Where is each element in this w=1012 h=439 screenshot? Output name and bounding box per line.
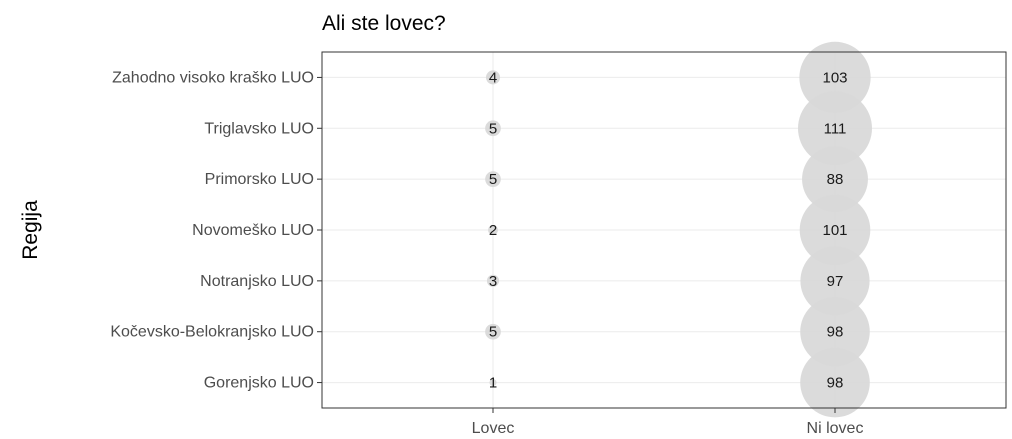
data-point [485,120,501,137]
panel-border [321,51,1007,409]
data-point [800,347,870,418]
y-tick-label: Primorsko LUO [205,171,314,188]
data-label: 88 [827,171,844,188]
data-label: 111 [824,120,847,137]
data-label: 5 [489,324,497,341]
data-point [800,296,870,367]
data-point [489,379,497,387]
data-point [799,194,871,266]
data-label: 98 [827,375,844,392]
y-tick-label: Novomeško LUO [192,222,314,239]
chart-title: Ali ste lovec? [322,12,446,35]
data-point [485,323,501,340]
y-tick-label: Notranjsko LUO [200,273,314,290]
x-tick-label: Ni lovec [807,420,864,437]
y-tick-label: Kočevsko-Belokranjsko LUO [110,324,314,341]
data-point [802,146,868,213]
x-tick-label: Lovec [472,420,515,437]
data-label: 5 [489,171,497,188]
data-label: 98 [827,324,844,341]
points [485,41,872,418]
data-point [485,171,501,187]
data-point [798,91,872,166]
ticks: Zahodno visoko kraško LUO Triglavsko LUO P… [110,69,863,437]
data-point [799,41,871,114]
y-tick-label: Gorenjsko LUO [204,375,314,392]
data-label: 5 [489,120,497,137]
data-label: 103 [822,69,847,86]
data-label: 101 [822,222,847,239]
data-point [486,274,500,287]
data-label: 4 [489,69,497,86]
data-point [488,225,498,235]
data-label: 97 [827,273,844,290]
data-point [800,246,870,316]
data-label: 3 [489,273,497,290]
y-axis-title: Regija [19,200,42,260]
y-tick-label: Zahodno visoko kraško LUO [112,69,314,86]
data-label: 2 [489,222,497,239]
data-label: 1 [489,375,497,392]
y-tick-label: Triglavsko LUO [204,120,314,137]
labels: 4 5 5 2 3 5 1 103 111 88 101 97 98 98 [489,69,848,391]
data-point [485,70,501,85]
grid [322,52,1006,408]
